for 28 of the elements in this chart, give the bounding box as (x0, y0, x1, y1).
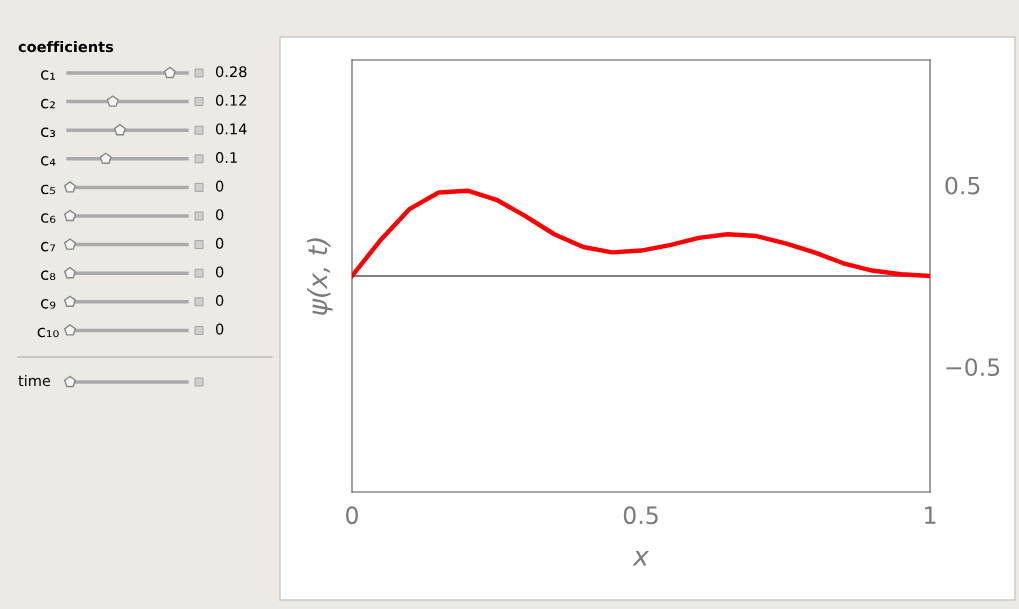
text: c₆ (41, 213, 56, 223)
text: time (18, 374, 51, 387)
x-tick-label: 0.5 (623, 506, 658, 525)
y-axis-title: ψ(x, t) (307, 238, 333, 315)
x-tick-label: 0 (346, 506, 358, 525)
x-axis-title: x (632, 551, 650, 566)
text: c₄ (41, 156, 56, 166)
text: c₅ (41, 184, 56, 195)
text: c₂ (41, 98, 55, 109)
text: 0 (215, 295, 224, 307)
y-tick-label: −0.5 (946, 358, 1000, 377)
text: c₁ (41, 70, 56, 80)
text: 0 (215, 266, 224, 278)
text: c₉ (41, 299, 56, 309)
text: 0 (215, 180, 224, 192)
text: c₁₀ (37, 327, 59, 338)
text: coefficients (18, 40, 114, 53)
text: 0 (215, 209, 224, 221)
text: 0.1 (215, 152, 237, 164)
text: c₇ (41, 241, 56, 252)
text: 0.14 (215, 123, 247, 135)
text: 0.12 (215, 94, 247, 106)
text: c₈ (41, 270, 56, 281)
text: 0 (215, 323, 224, 335)
text: 0 (215, 237, 224, 249)
text: c₃ (41, 127, 56, 138)
x-tick-label: 1 (925, 506, 936, 524)
text: 0.28 (215, 66, 247, 78)
